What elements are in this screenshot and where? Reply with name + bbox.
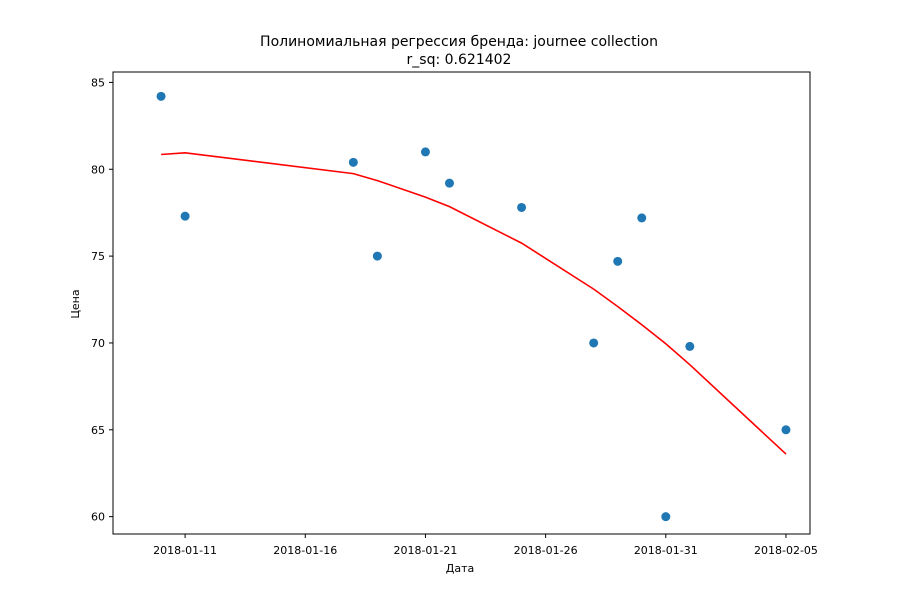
y-tick-label: 80 [91,163,105,176]
data-point [589,338,599,348]
x-tick-label: 2018-01-16 [273,544,337,557]
y-tick-label: 65 [91,424,105,437]
chart-title: Полиномиальная регрессия бренда: journee… [260,34,658,50]
x-tick-label: 2018-01-11 [153,544,217,557]
data-point [781,425,791,435]
y-axis-label: Цена [69,289,82,318]
x-tick-label: 2018-01-31 [634,544,698,557]
data-point [517,202,527,212]
y-tick-label: 60 [91,511,105,524]
x-tick-label: 2018-01-26 [514,544,578,557]
data-point [348,157,358,167]
y-tick-label: 75 [91,250,105,263]
data-point [685,341,695,351]
chart-subtitle: r_sq: 0.621402 [407,52,512,68]
data-point [637,213,647,223]
data-point [420,147,430,157]
data-point [613,256,623,266]
plot-frame [112,71,811,535]
plot-area: 2018-01-11 2018-01-16 2018-01-21 2018-01-26… [91,71,818,557]
data-point [444,178,454,188]
data-point [661,512,671,522]
data-point [180,211,190,221]
data-point [372,251,382,261]
y-tick-label: 70 [91,337,105,350]
x-tick-label: 2018-02-05 [754,544,818,557]
y-tick-label: 85 [91,76,105,89]
data-point [156,91,166,101]
x-tick-label: 2018-01-21 [393,544,457,557]
regression-line [161,151,787,455]
x-axis-label: Дата [446,562,474,575]
